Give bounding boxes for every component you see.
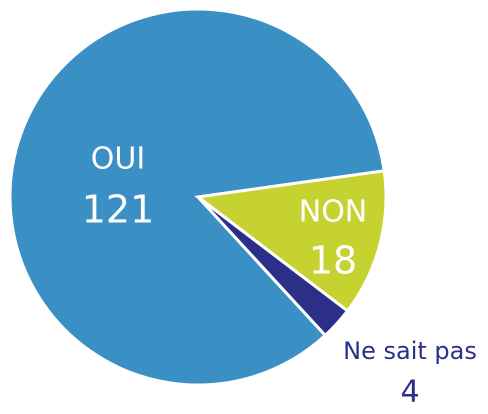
slice-value: 18 xyxy=(309,239,357,283)
pie-slice xyxy=(196,195,350,338)
slice-value: 4 xyxy=(400,375,419,410)
slice-label: Ne sait pas xyxy=(343,337,477,365)
pie-slice xyxy=(194,169,388,314)
slice-value: 121 xyxy=(82,188,155,232)
slice-label: NON xyxy=(299,195,368,230)
slice-label: OUI xyxy=(91,142,145,177)
